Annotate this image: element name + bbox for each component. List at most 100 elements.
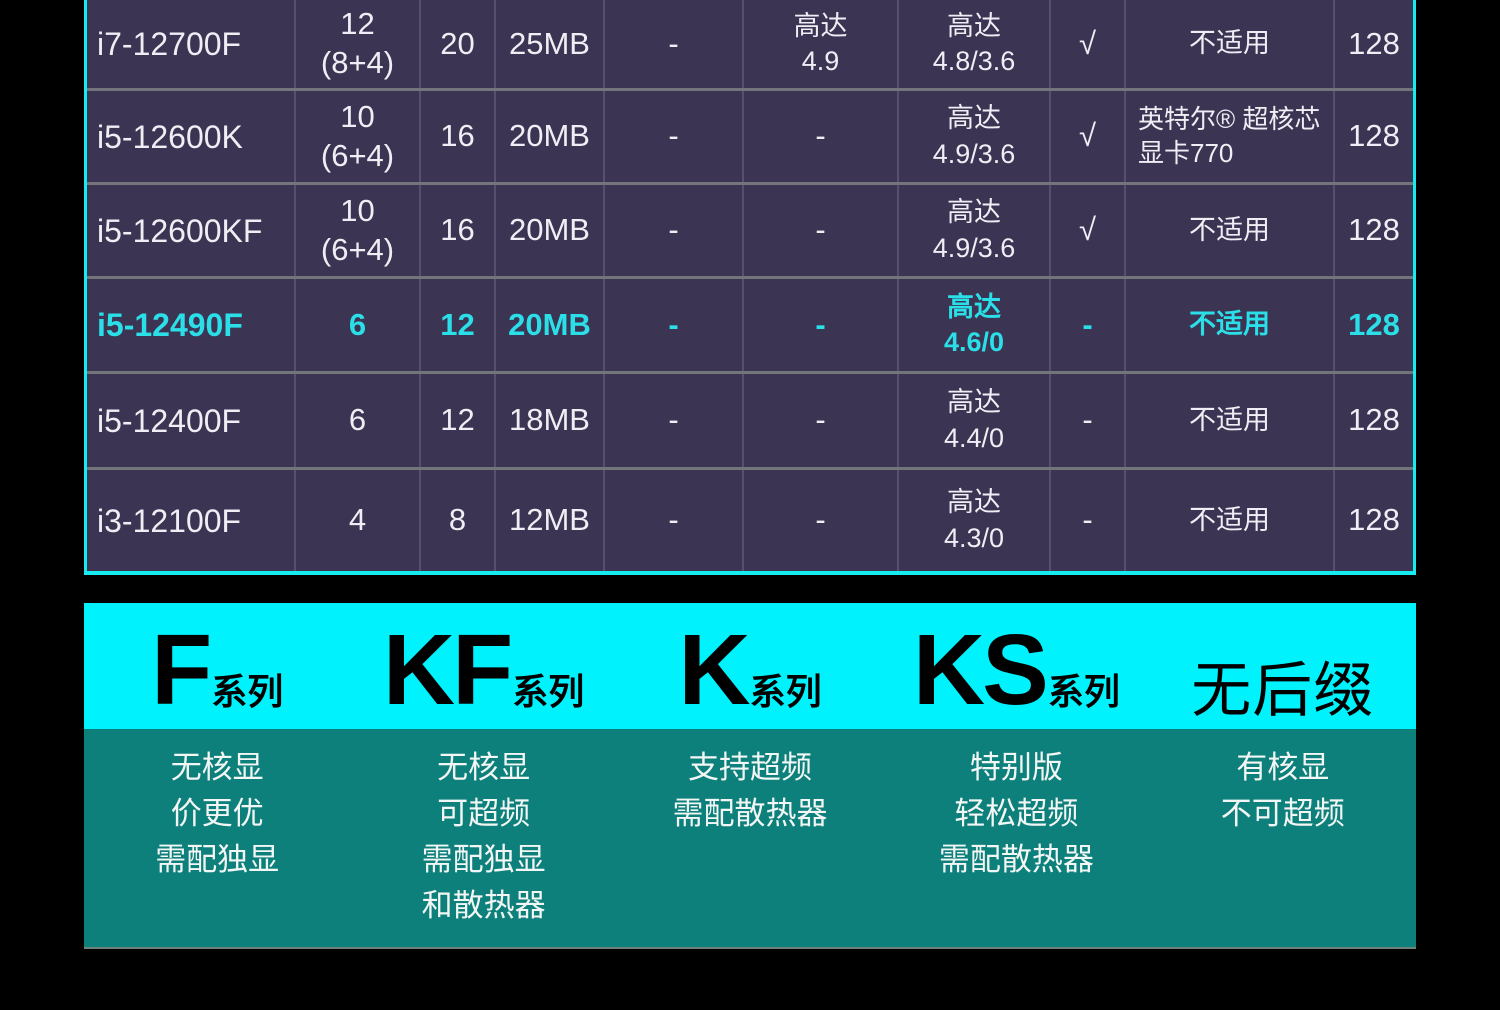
cell-col9: 不适用: [1124, 470, 1333, 571]
cell-col8: -: [1049, 470, 1124, 571]
table-row: i5-12490F 6 12 20MB - - 高达 4.6/0- 不适用 128: [87, 276, 1413, 371]
cell-col6: 高达 4.9: [742, 0, 897, 88]
cell-col8: -: [1049, 279, 1124, 371]
cell-model: i5-12600K: [97, 118, 243, 155]
table-row: i7-12700F 12 (8+4) 20 25MB - 高达 4.9 高达 4.8/3.6…: [87, 0, 1413, 88]
legend-desc-column: 支持超频 需配散热器: [617, 745, 883, 947]
legend-series-header: KS 系列: [883, 619, 1149, 721]
legend-series-name: F: [151, 614, 212, 726]
cell-col5: -: [603, 0, 742, 88]
legend-desc-line: 支持超频: [687, 750, 812, 785]
legend-desc-line: 需配散热器: [672, 796, 828, 831]
legend-desc-line: 不可超频: [1220, 796, 1345, 831]
cell-col9: 英特尔® 超核芯 显卡770: [1124, 91, 1333, 182]
cell-threads: 20: [419, 0, 494, 88]
cell-col7: 高达 4.4/0: [897, 374, 1049, 467]
cell-model: i7-12700F: [97, 26, 242, 62]
legend-series-name: K: [678, 614, 750, 726]
legend-desc-line: 轻松超频: [954, 796, 1079, 831]
legend-series-name: 无后缀: [1191, 656, 1375, 724]
cell-col10: 128: [1333, 470, 1413, 571]
cell-col5: -: [603, 470, 742, 571]
cell-col7: 高达 4.6/0: [897, 279, 1049, 371]
cell-col6: -: [742, 185, 897, 276]
legend-series-header: 无后缀: [1150, 660, 1416, 721]
legend-series-name: KF: [382, 614, 513, 726]
cell-model: i5-12490F: [97, 307, 243, 343]
legend-desc-line: 需配散热器: [938, 842, 1094, 877]
cell-col10: 128: [1333, 185, 1413, 276]
cell-cores: 12 (8+4): [294, 0, 419, 88]
cell-col10: 128: [1333, 0, 1413, 88]
cell-col8: √: [1049, 185, 1124, 276]
legend-header-band: F 系列 KF 系列 K 系列 KS 系列 无后缀: [84, 603, 1416, 729]
cell-threads: 12: [419, 374, 494, 467]
legend-desc-line: 无核显: [437, 750, 531, 785]
cell-col10: 128: [1333, 91, 1413, 182]
legend-desc-line: 无核显: [170, 750, 264, 785]
table-row: i5-12600KF 10 (6+4) 16 20MB - - 高达 4.9/3.6 √ 不适用…: [87, 182, 1413, 276]
cell-cores: 6: [294, 374, 419, 467]
legend-series-header: F 系列: [84, 619, 350, 721]
legend-series-suffix: 系列: [512, 671, 585, 712]
legend-desc-line: 和散热器: [421, 888, 546, 923]
cell-col10: 128: [1333, 279, 1413, 371]
cell-model: i3-12100F: [97, 502, 242, 539]
cell-cache: 18MB: [494, 374, 603, 467]
legend-desc-line: 特别版: [969, 750, 1063, 785]
legend-desc-line: 可超频: [437, 796, 531, 831]
legend-series-suffix: 系列: [211, 671, 284, 712]
legend-desc-line: 需配独显: [421, 842, 546, 877]
cell-col6: -: [742, 279, 897, 371]
cell-model: i5-12600KF: [97, 212, 263, 249]
cell-col10: 128: [1333, 374, 1413, 467]
legend-desc-line: 价更优: [170, 796, 264, 831]
legend-series-name: KS: [912, 614, 1049, 726]
cell-col8: -: [1049, 374, 1124, 467]
cell-col6: -: [742, 374, 897, 467]
legend-desc-column: 无核显价更优需配独显: [84, 745, 350, 947]
legend-series-suffix: 系列: [749, 671, 822, 712]
cell-cores: 10 (6+4): [294, 91, 419, 182]
cell-threads: 16: [419, 91, 494, 182]
cell-threads: 8: [419, 470, 494, 571]
cell-col9: 不适用: [1124, 0, 1333, 88]
cell-col5: -: [603, 279, 742, 371]
cell-cache: 25MB: [494, 0, 603, 88]
cell-col8: √: [1049, 0, 1124, 88]
cell-col9: 不适用: [1124, 279, 1333, 371]
cell-model: i5-12400F: [97, 402, 242, 439]
table-row: i3-12100F 4 8 12MB - - 高达 4.3/0- 不适用 128: [87, 467, 1413, 571]
cell-cores: 6: [294, 279, 419, 371]
cell-col9: 不适用: [1124, 185, 1333, 276]
cell-col5: -: [603, 374, 742, 467]
legend-desc-line: 需配独显: [155, 842, 280, 877]
cell-cache: 20MB: [494, 185, 603, 276]
legend-desc-column: 特别版轻松超频需配散热器: [883, 745, 1149, 947]
cell-threads: 12: [419, 279, 494, 371]
cell-cores: 10 (6+4): [294, 185, 419, 276]
cell-col5: -: [603, 185, 742, 276]
legend-desc-line: 有核显: [1236, 750, 1330, 785]
cell-cache: 20MB: [494, 91, 603, 182]
cell-col5: -: [603, 91, 742, 182]
legend-desc-column: 无核显可超频需配独显和散热器: [350, 745, 616, 947]
cell-col7: 高达 4.9/3.6: [897, 91, 1049, 182]
cell-col6: -: [742, 470, 897, 571]
legend-series-header: KF 系列: [350, 619, 616, 721]
cell-cache: 20MB: [494, 279, 603, 371]
cell-col7: 高达 4.9/3.6: [897, 185, 1049, 276]
legend-desc-column: 有核显 不可超频: [1150, 745, 1416, 947]
cell-cache: 12MB: [494, 470, 603, 571]
cell-col7: 高达 4.8/3.6: [897, 0, 1049, 88]
cell-col6: -: [742, 91, 897, 182]
table-row: i5-12600K 10 (6+4) 16 20MB - - 高达 4.9/3.6 √ 英特尔®…: [87, 88, 1413, 182]
cell-cores: 4: [294, 470, 419, 571]
cpu-spec-table: i7-12700F 12 (8+4) 20 25MB - 高达 4.9 高达 4.8/3.6…: [84, 0, 1416, 575]
legend-series-suffix: 系列: [1047, 671, 1120, 712]
legend-series-header: K 系列: [617, 619, 883, 721]
table-row: i5-12400F 6 12 18MB - - 高达 4.4/0- 不适用 128: [87, 371, 1413, 467]
legend-body-band: 无核显 价更优 需配独显 无核显 可超频 需配独显 和散热器 支持超频 需配散热器 特别版 轻松超频…: [84, 729, 1416, 949]
cell-col7: 高达 4.3/0: [897, 470, 1049, 571]
cell-col8: √: [1049, 91, 1124, 182]
